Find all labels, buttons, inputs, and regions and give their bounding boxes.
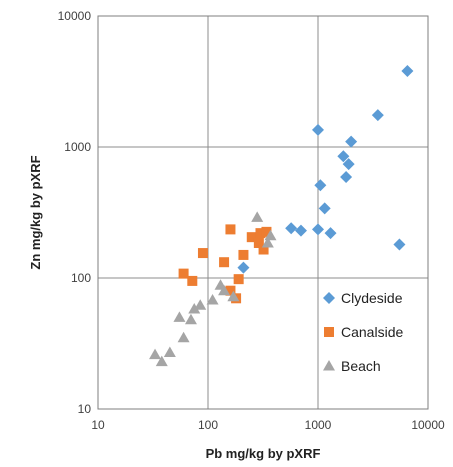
beach-point <box>188 302 201 314</box>
clydeside-point <box>237 261 250 274</box>
legend: Clydeside Canalside Beach <box>323 290 403 374</box>
y-tick-label: 1000 <box>64 140 91 154</box>
canalside-point <box>233 274 244 285</box>
x-tick-label: 10000 <box>411 418 445 432</box>
legend-item-canalside: Canalside <box>324 324 403 340</box>
beach-point <box>184 313 197 325</box>
x-tick-label: 10 <box>91 418 105 432</box>
beach-point <box>206 293 219 305</box>
clydeside-point <box>340 171 353 184</box>
clydeside-point <box>337 150 350 163</box>
y-tick-label: 100 <box>71 271 91 285</box>
beach-point <box>227 290 240 302</box>
clydeside-point <box>401 65 414 78</box>
series-clydeside <box>237 65 414 274</box>
x-tick-label: 100 <box>198 418 218 432</box>
clydeside-point <box>324 227 337 240</box>
canalside-point <box>187 275 198 286</box>
canalside-point <box>178 268 189 279</box>
canalside-point <box>255 228 266 239</box>
beach-point <box>251 211 264 222</box>
clydeside-point <box>312 123 324 136</box>
canalside-point <box>225 285 236 296</box>
beach-point <box>261 237 274 248</box>
clydeside-point <box>314 179 327 192</box>
beach-point <box>218 284 231 296</box>
y-axis-tick-labels: 10 100 1000 10000 <box>58 9 92 416</box>
legend-label-canalside: Canalside <box>341 324 403 340</box>
beach-point <box>155 355 168 367</box>
clydeside-point <box>312 223 324 236</box>
x-axis-tick-labels: 10 100 1000 10000 <box>91 418 445 432</box>
data-markers <box>149 65 414 367</box>
clydeside-point <box>345 135 358 148</box>
y-tick-label: 10000 <box>58 9 92 23</box>
beach-point <box>163 346 176 357</box>
canalside-point <box>197 248 208 259</box>
canalside-point <box>238 249 249 260</box>
canalside-point <box>253 238 264 249</box>
x-tick-label: 1000 <box>305 418 332 432</box>
canalside-point <box>219 257 230 268</box>
beach-point <box>194 299 207 310</box>
clydeside-point <box>285 222 298 235</box>
clydeside-point <box>294 224 307 237</box>
plot-area-frame <box>97 15 429 410</box>
beach-point <box>214 279 227 290</box>
y-tick-label: 10 <box>78 402 92 416</box>
canalside-point <box>261 226 272 237</box>
legend-label-beach: Beach <box>341 358 381 374</box>
clydeside-point <box>342 158 355 171</box>
beach-point <box>149 348 162 360</box>
legend-marker-clydeside <box>323 292 335 304</box>
x-axis-title: Pb mg/kg by pXRF <box>206 446 321 461</box>
legend-label-clydeside: Clydeside <box>341 290 403 306</box>
clydeside-point <box>393 238 406 251</box>
clydeside-point <box>371 109 384 122</box>
legend-item-beach: Beach <box>323 358 381 374</box>
canalside-point <box>225 224 236 235</box>
legend-marker-beach <box>323 360 335 371</box>
beach-point <box>173 311 186 322</box>
legend-item-clydeside: Clydeside <box>323 290 403 306</box>
canalside-point <box>258 244 269 255</box>
y-axis-title: Zn mg/kg by pXRF <box>28 155 43 269</box>
clydeside-point <box>318 202 331 215</box>
canalside-point <box>246 232 257 243</box>
series-beach <box>149 211 277 367</box>
legend-marker-canalside <box>324 327 334 337</box>
gridlines <box>97 15 429 410</box>
beach-point <box>177 331 190 343</box>
